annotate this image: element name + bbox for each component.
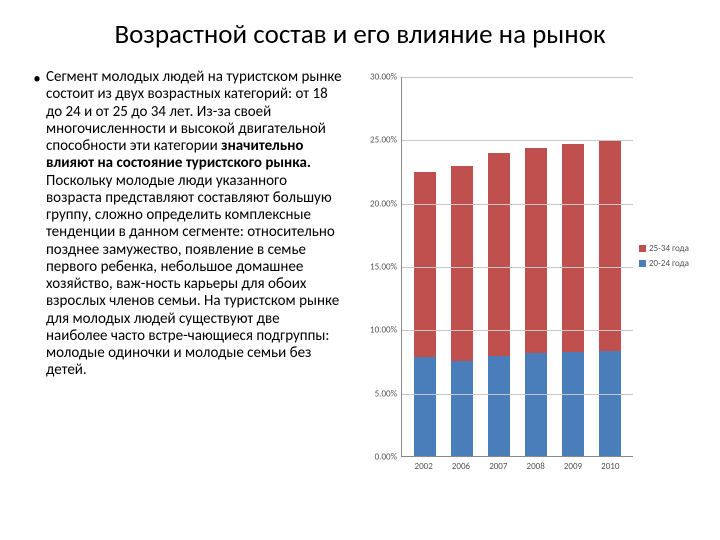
legend: 25-34 года 20-24 года: [639, 243, 689, 273]
bar: [525, 148, 547, 456]
chart-column: 0.00% 5.00% 10.00% 15.00% 20.00% 25.00% 30.00%…: [355, 69, 692, 499]
y-tick-label: 15.00%: [355, 262, 397, 273]
x-tick-label: 2007: [487, 461, 509, 472]
y-tick-label: 0.00%: [355, 452, 397, 463]
bar-segment-lower: [562, 352, 584, 456]
y-tick-label: 30.00%: [355, 72, 397, 83]
x-tick-label: 2002: [413, 461, 435, 472]
y-tick-label: 20.00%: [355, 198, 397, 209]
bar: [414, 172, 436, 456]
content-row: • Сегмент молодых людей на туристском ры…: [28, 69, 692, 499]
x-tick-label: 2008: [525, 461, 547, 472]
bar-segment-lower: [451, 361, 473, 456]
grid-line: [402, 394, 633, 395]
y-tick-label: 5.00%: [355, 388, 397, 399]
bullet-marker: •: [28, 69, 46, 499]
legend-label: 25-34 года: [649, 243, 689, 254]
bar-segment-upper: [525, 148, 547, 353]
x-axis-labels: 2002 2006 2007 2008 2009 2010: [401, 461, 633, 472]
bar-segment-lower: [599, 351, 621, 456]
x-tick-label: 2009: [562, 461, 584, 472]
grid-line: [402, 140, 633, 141]
text-column: • Сегмент молодых людей на туристском ры…: [28, 69, 343, 499]
bar-segment-lower: [414, 357, 436, 456]
body-paragraph: Сегмент молодых людей на туристском рынк…: [46, 69, 343, 499]
bar-segment-upper: [562, 144, 584, 352]
plot-area: [401, 77, 633, 457]
grid-line: [402, 204, 633, 205]
legend-item: 20-24 года: [639, 258, 689, 269]
bar-segment-upper: [488, 153, 510, 356]
bar-segment-lower: [525, 353, 547, 456]
y-tick-label: 10.00%: [355, 325, 397, 336]
legend-swatch: [639, 245, 646, 252]
bar-segment-upper: [599, 141, 621, 351]
grid-line: [402, 267, 633, 268]
legend-item: 25-34 года: [639, 243, 689, 254]
y-tick-label: 25.00%: [355, 135, 397, 146]
bar: [562, 144, 584, 456]
x-tick-label: 2006: [450, 461, 472, 472]
stacked-bar-chart: 0.00% 5.00% 10.00% 15.00% 20.00% 25.00% 30.00%…: [355, 69, 692, 499]
grid-line: [402, 77, 633, 78]
bar-segment-lower: [488, 356, 510, 456]
bar: [599, 141, 621, 456]
bar: [451, 166, 473, 456]
x-tick-label: 2010: [599, 461, 621, 472]
legend-swatch: [639, 260, 646, 267]
grid-line: [402, 330, 633, 331]
slide: Возрастной состав и его влияние на рынок…: [0, 0, 720, 540]
bar: [488, 153, 510, 456]
bar-segment-upper: [451, 166, 473, 361]
legend-label: 20-24 года: [649, 258, 689, 269]
page-title: Возрастной состав и его влияние на рынок: [28, 18, 692, 51]
